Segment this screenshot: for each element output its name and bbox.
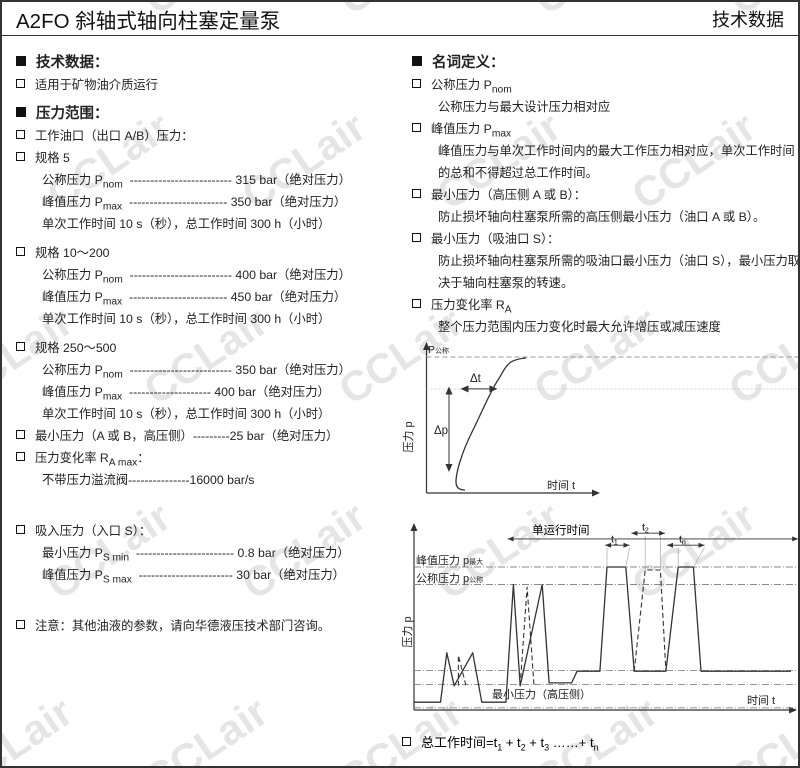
svg-text:峰值压力 p最大: 峰值压力 p最大 [416, 554, 483, 567]
svg-text:公称压力 p公称: 公称压力 p公称 [416, 571, 483, 585]
svg-text:压力 p: 压力 p [402, 616, 414, 647]
svg-text:t1: t1 [611, 534, 618, 547]
svg-text:tn: tn [679, 534, 686, 547]
svg-text:t2: t2 [642, 522, 649, 535]
svg-text:时间 t: 时间 t [747, 694, 775, 707]
svg-text:单运行时间: 单运行时间 [532, 524, 590, 537]
